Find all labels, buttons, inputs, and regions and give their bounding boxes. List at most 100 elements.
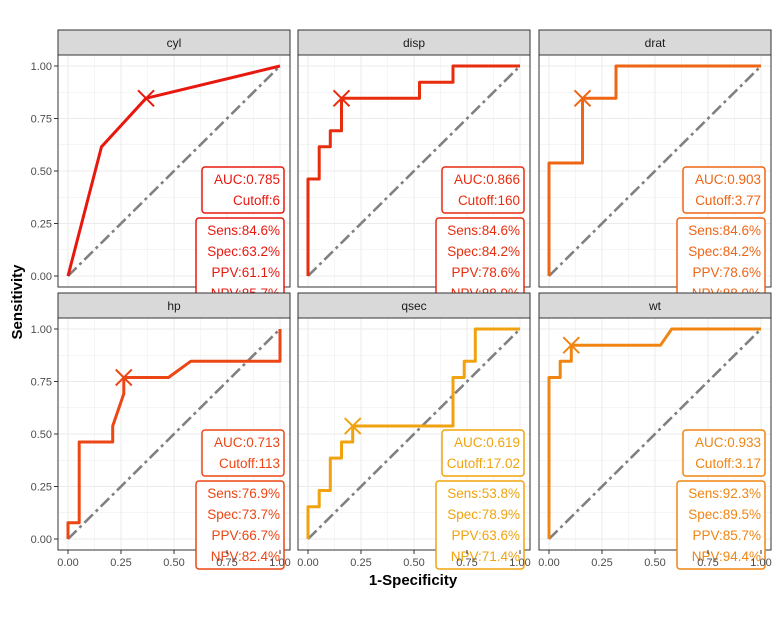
stats-label-line: NPV:71.4% — [451, 549, 520, 564]
facet-panel-disp: disp AUC:0.866 Cutoff:160 Sens:84.6% Spec:84… — [297, 29, 531, 307]
stats-label-line: PPV:85.7% — [692, 528, 761, 543]
auc-label-box — [201, 166, 285, 214]
stats-label-line: Spec:84.2% — [447, 244, 520, 259]
y-tick-label: 0.00 — [31, 534, 52, 546]
x-tick-label: 1.00 — [509, 557, 530, 569]
stats-label-line: Spec:63.2% — [207, 244, 280, 259]
facet-strip — [538, 292, 772, 319]
x-tick-label: 0.50 — [403, 557, 424, 569]
stats-label-line: Spec:89.5% — [688, 507, 761, 522]
x-tick-label: 0.25 — [350, 557, 371, 569]
facet-strip-label: cyl — [167, 36, 182, 50]
auc-label-line: Cutoff:17.02 — [447, 456, 520, 471]
cutoff-marker — [573, 89, 592, 108]
stats-label-line: Spec:73.7% — [207, 507, 280, 522]
x-tick-label: 0.75 — [456, 557, 477, 569]
stats-label-line: Sens:76.9% — [207, 486, 280, 501]
auc-label-line: AUC:0.713 — [214, 435, 280, 450]
auc-label-box — [682, 429, 766, 477]
cutoff-marker — [137, 89, 155, 108]
auc-label-line: Cutoff:113 — [219, 456, 280, 471]
roc-curve-line — [66, 329, 282, 539]
auc-label-line: Cutoff:3.77 — [695, 193, 761, 208]
stats-label-line: NPV:82.4% — [211, 549, 280, 564]
facet-strip-label: drat — [645, 36, 666, 50]
auc-label-line: Cutoff:3.17 — [695, 456, 761, 471]
auc-label-line: AUC:0.866 — [454, 172, 520, 187]
stats-label-line: Sens:92.3% — [688, 486, 761, 501]
auc-label-box — [201, 429, 285, 477]
y-tick-label: 0.50 — [31, 429, 52, 441]
y-tick-label: 0.00 — [31, 271, 52, 283]
stats-label-line: PPV:63.6% — [451, 528, 520, 543]
facet-panel-hp: hp AUC:0.713 Cutoff:113 Sens:76.9% Spec:73.7… — [57, 292, 291, 570]
auc-label-line: Cutoff:6 — [233, 193, 280, 208]
auc-label-line: AUC:0.619 — [454, 435, 520, 450]
stats-label-line: PPV:66.7% — [211, 528, 280, 543]
facet-strip — [538, 29, 772, 56]
x-tick-label: 0.25 — [110, 557, 131, 569]
stats-label-line: Sens:53.8% — [447, 486, 520, 501]
reference-diagonal-line — [548, 65, 762, 277]
y-tick-label: 0.75 — [31, 114, 52, 126]
facet-strip-label: hp — [167, 299, 181, 313]
cutoff-marker — [115, 368, 133, 387]
cutoff-marker — [562, 336, 580, 354]
facet-panel-cyl: cyl AUC:0.785 Cutoff:6 Sens:84.6% Spec:63.2%… — [57, 29, 291, 307]
stats-label-line: Sens:84.6% — [447, 223, 520, 238]
cutoff-marker — [332, 89, 351, 108]
stats-label-box — [195, 480, 285, 570]
y-tick-label: 0.25 — [31, 219, 52, 231]
stats-label-line: NPV:94.4% — [692, 549, 761, 564]
auc-label-line: Cutoff:160 — [458, 193, 520, 208]
auc-label-line: AUC:0.933 — [695, 435, 761, 450]
stats-label-line: Spec:78.9% — [447, 507, 520, 522]
auc-label-line: AUC:0.785 — [214, 172, 280, 187]
y-tick-label: 1.00 — [31, 324, 52, 336]
reference-diagonal-line — [548, 328, 762, 540]
auc-label-line: AUC:0.903 — [695, 172, 761, 187]
x-tick-label: 1.00 — [750, 557, 771, 569]
facet-panel-drat: drat AUC:0.903 Cutoff:3.77 Sens:84.6% Spec:8… — [538, 29, 772, 307]
stats-label-box — [676, 480, 766, 570]
facet-strip — [57, 29, 291, 56]
stats-label-box — [435, 480, 525, 570]
facet-strip — [297, 29, 531, 56]
auc-label-box — [441, 429, 525, 477]
x-axis-title: 1-Specificity — [369, 572, 458, 589]
y-tick-label: 0.50 — [31, 166, 52, 178]
x-tick-label: 1.00 — [269, 557, 290, 569]
facet-strip-label: qsec — [401, 299, 426, 313]
x-tick-label: 0.50 — [644, 557, 665, 569]
facet-strip — [297, 292, 531, 319]
x-tick-label: 0.00 — [297, 557, 318, 569]
roc-curve-line — [306, 327, 520, 539]
panel-border — [297, 54, 531, 288]
stats-label-line: PPV:78.6% — [451, 265, 520, 280]
facet-panel-wt: wt AUC:0.933 Cutoff:3.17 Sens:92.3% Spec:89.… — [538, 292, 772, 570]
x-tick-label: 0.50 — [163, 557, 184, 569]
y-tick-label: 1.00 — [31, 61, 52, 73]
cutoff-marker — [344, 417, 362, 435]
stats-label-line: Sens:84.6% — [207, 223, 280, 238]
reference-diagonal-line — [67, 65, 281, 277]
facet-strip-label: wt — [648, 299, 662, 313]
x-tick-label: 0.75 — [697, 557, 718, 569]
x-tick-label: 0.00 — [538, 557, 559, 569]
x-tick-label: 0.00 — [57, 557, 78, 569]
y-tick-label: 0.75 — [31, 377, 52, 389]
facet-panel-qsec: qsec AUC:0.619 Cutoff:17.02 Sens:53.8% Spec:… — [297, 292, 531, 570]
roc-curve-line — [306, 64, 520, 276]
stats-label-line: PPV:61.1% — [211, 265, 280, 280]
reference-diagonal-line — [307, 65, 521, 277]
facet-strip-label: disp — [403, 36, 425, 50]
stats-label-line: PPV:78.6% — [692, 265, 761, 280]
panel-border — [538, 54, 772, 288]
x-tick-label: 0.25 — [591, 557, 612, 569]
y-axis-title: Sensitivity — [9, 264, 26, 340]
roc-curve-line — [547, 327, 761, 539]
stats-label-line: Sens:84.6% — [688, 223, 761, 238]
x-tick-label: 0.75 — [216, 557, 237, 569]
